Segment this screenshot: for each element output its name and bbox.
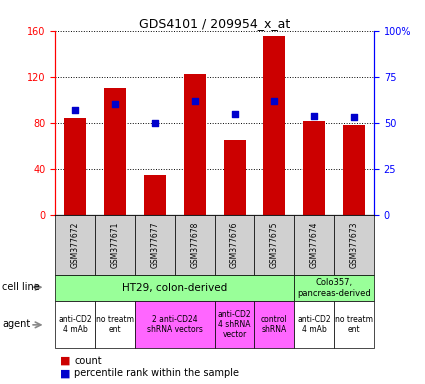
Text: percentile rank within the sample: percentile rank within the sample (74, 368, 239, 378)
Bar (55, 301, 95, 348)
Bar (215, 301, 255, 348)
Point (72, 107, 79, 113)
Bar (255, 215, 294, 275)
Bar (264, 36, 285, 215)
Bar (55, 275, 294, 301)
Text: control
shRNA: control shRNA (261, 315, 288, 334)
Point (311, 113, 317, 119)
Text: GSM377671: GSM377671 (110, 222, 119, 268)
Bar (334, 215, 374, 275)
Text: no treatm
ent: no treatm ent (335, 315, 373, 334)
Text: GSM377678: GSM377678 (190, 222, 199, 268)
Point (271, 98, 278, 104)
Bar (224, 140, 246, 215)
Text: GSM377675: GSM377675 (270, 222, 279, 268)
Bar (95, 215, 135, 275)
Title: GDS4101 / 209954_x_at: GDS4101 / 209954_x_at (139, 17, 290, 30)
Text: anti-CD2
4 mAb: anti-CD2 4 mAb (298, 315, 331, 334)
Point (191, 98, 198, 104)
Point (112, 101, 119, 108)
Bar (184, 74, 206, 215)
Text: GSM377672: GSM377672 (71, 222, 79, 268)
Bar (175, 215, 215, 275)
Bar (343, 125, 365, 215)
Bar (334, 301, 374, 348)
Bar (104, 88, 126, 215)
Text: anti-CD2
4 mAb: anti-CD2 4 mAb (58, 315, 92, 334)
Bar (135, 215, 175, 275)
Text: ■: ■ (60, 368, 70, 378)
Point (151, 120, 158, 126)
Bar (135, 301, 215, 348)
Text: count: count (74, 356, 102, 366)
Bar (64, 118, 86, 215)
Text: GSM377673: GSM377673 (350, 222, 359, 268)
Text: HT29, colon-derived: HT29, colon-derived (122, 283, 227, 293)
Point (231, 111, 238, 117)
Text: no treatm
ent: no treatm ent (96, 315, 134, 334)
Bar (294, 275, 374, 301)
Text: anti-CD2
4 shRNA
vector: anti-CD2 4 shRNA vector (218, 310, 251, 339)
Text: agent: agent (2, 319, 30, 329)
Point (351, 114, 357, 121)
Text: GSM377676: GSM377676 (230, 222, 239, 268)
Bar (55, 215, 95, 275)
Text: cell line: cell line (2, 282, 40, 292)
Bar (294, 301, 334, 348)
Bar (95, 301, 135, 348)
Text: GSM377674: GSM377674 (310, 222, 319, 268)
Text: Colo357,
pancreas-derived: Colo357, pancreas-derived (297, 278, 371, 298)
Bar (294, 215, 334, 275)
Bar (144, 175, 166, 215)
Text: GSM377677: GSM377677 (150, 222, 159, 268)
Bar (255, 301, 294, 348)
Text: 2 anti-CD24
shRNA vectors: 2 anti-CD24 shRNA vectors (147, 315, 203, 334)
Text: ■: ■ (60, 356, 70, 366)
Bar (215, 215, 255, 275)
Bar (303, 121, 325, 215)
